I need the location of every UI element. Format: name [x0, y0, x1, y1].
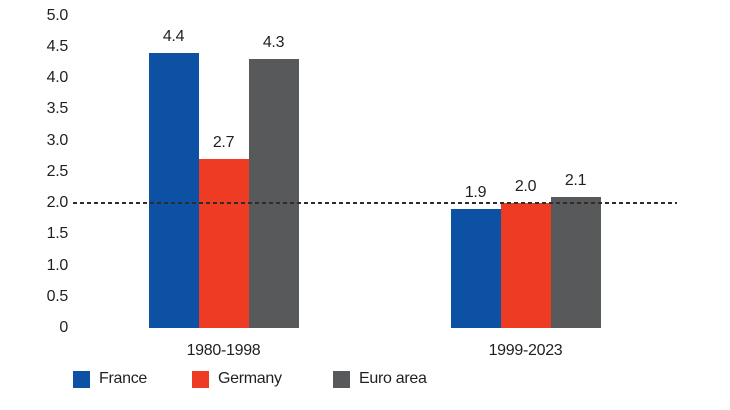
- y-tick-label: 0.5: [46, 287, 69, 305]
- legend-swatch-euro-area: [333, 370, 350, 388]
- y-tick-label: 3.5: [46, 100, 69, 118]
- y-tick-label: 2.0: [46, 194, 69, 211]
- legend-label: France: [99, 370, 147, 387]
- value-label: 2.1: [564, 171, 587, 189]
- legend-swatch-france: [73, 370, 90, 388]
- bar-germany: [500, 203, 551, 328]
- bar-france: [148, 53, 199, 328]
- value-label: 2.7: [212, 134, 235, 152]
- y-tick-label: 1.0: [46, 256, 69, 274]
- legend-item-euro-area: Euro area: [333, 370, 427, 388]
- y-tick-label: 3.0: [46, 131, 69, 149]
- bar-euro-area: [248, 59, 299, 328]
- y-tick-label: 5.0: [46, 6, 69, 24]
- value-label: 4.3: [262, 34, 285, 52]
- value-label: 1.9: [464, 184, 487, 202]
- legend-item-france: France: [73, 370, 147, 388]
- y-tick-label: 0: [59, 319, 68, 336]
- y-tick-label: 4.5: [46, 37, 69, 55]
- category-label: 1999-2023: [488, 342, 563, 359]
- bar-euro-area: [550, 196, 601, 328]
- y-tick-label: 1.5: [46, 225, 69, 243]
- bar-germany: [198, 159, 249, 328]
- y-tick-label: 4.0: [46, 69, 69, 86]
- legend-item-germany: Germany: [192, 370, 282, 388]
- legend-swatch-germany: [192, 370, 209, 388]
- y-tick-label: 2.5: [46, 162, 69, 180]
- category-label: 1980-1998: [186, 342, 261, 359]
- legend-label: Euro area: [359, 370, 427, 387]
- reference-line: [73, 202, 677, 204]
- value-label: 4.4: [162, 28, 185, 45]
- legend-label: Germany: [218, 370, 282, 387]
- bar-france: [450, 209, 501, 328]
- value-label: 2.0: [514, 178, 537, 195]
